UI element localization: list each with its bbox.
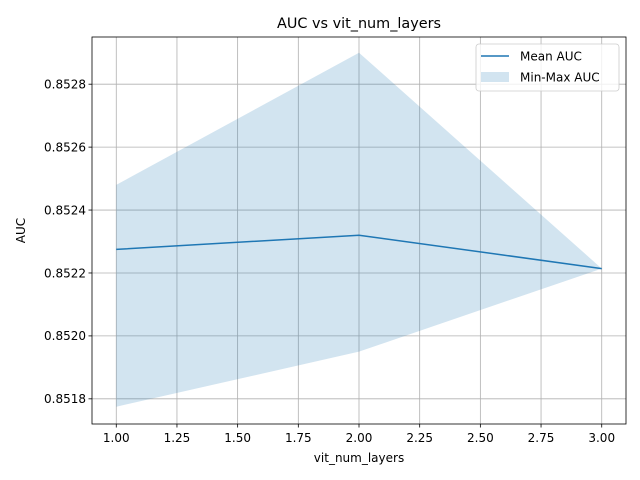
y-tick-label: 0.8524 (44, 203, 86, 217)
legend: Mean AUC Min-Max AUC (475, 43, 620, 92)
x-axis-ticks: 1.00 1.25 1.50 1.75 2.00 2.25 2.50 2.75 3.00 (103, 424, 615, 445)
x-tick-label: 1.75 (285, 431, 312, 445)
y-tick-label: 0.8522 (44, 266, 86, 280)
x-tick-label: 2.00 (346, 431, 373, 445)
x-tick-label: 2.25 (406, 431, 433, 445)
x-tick-label: 3.00 (588, 431, 615, 445)
chart-title: AUC vs vit_num_layers (277, 16, 441, 32)
legend-swatch-min-max-auc (481, 72, 509, 82)
x-tick-label: 2.75 (528, 431, 555, 445)
mean-auc-line (116, 234, 602, 270)
min-max-auc-band (116, 52, 602, 407)
x-tick-label: 1.50 (224, 431, 251, 445)
grid-lines (92, 37, 626, 424)
x-axis-label: vit_num_layers (314, 451, 404, 465)
y-tick-label: 0.8520 (44, 329, 86, 343)
y-axis-label: AUC (14, 218, 28, 243)
x-tick-label: 1.25 (164, 431, 191, 445)
y-tick-label: 0.8528 (44, 77, 86, 91)
legend-label-mean-auc: Mean AUC (520, 50, 582, 64)
x-tick-label: 1.00 (103, 431, 130, 445)
y-tick-label: 0.8518 (44, 392, 86, 406)
legend-box (475, 43, 620, 92)
mean-line-layer (116, 234, 602, 270)
y-tick-label: 0.8526 (44, 140, 86, 154)
legend-label-min-max-auc: Min-Max AUC (520, 71, 600, 85)
min-max-band-layer (116, 52, 602, 407)
x-tick-label: 2.50 (467, 431, 494, 445)
y-axis-ticks: 0.8518 0.8520 0.8522 0.8524 0.8526 0.8528 (44, 77, 92, 406)
